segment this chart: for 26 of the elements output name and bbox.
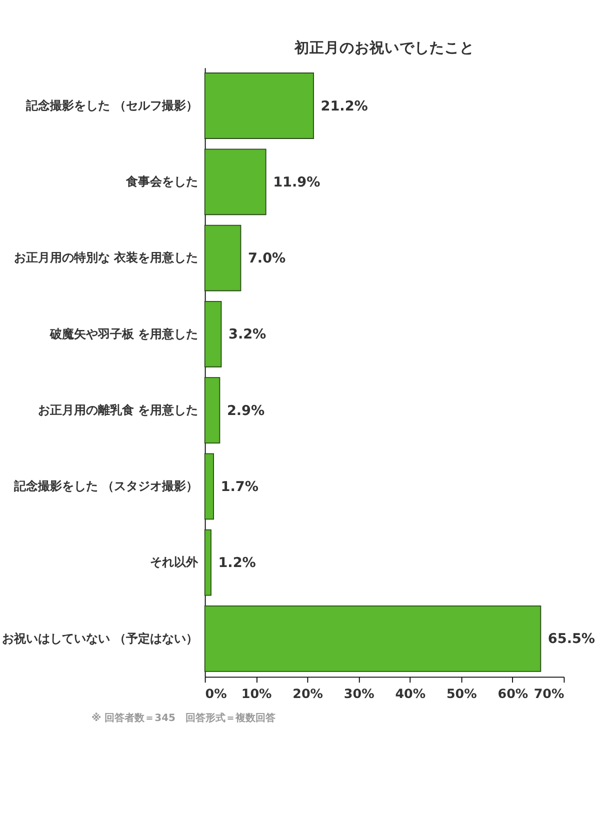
data-label: 21.2% — [320, 98, 368, 114]
y-tick-label: 食事会をした — [125, 174, 198, 189]
x-tick-label: 30% — [344, 686, 375, 702]
data-label: 65.5% — [548, 631, 596, 648]
text: ※ 回答者数＝345 回答形式＝複数回答 — [92, 712, 276, 724]
y-tick-label: お正月用の離乳食 を用意した — [38, 402, 198, 417]
data-label: 2.9% — [226, 402, 266, 419]
x-tick-label: 60% — [498, 686, 528, 702]
data-label: 1.7% — [220, 478, 259, 495]
y-tick-label: 記念撮影をした （セルフ撮影） — [24, 98, 198, 112]
data-label: 3.2% — [228, 326, 267, 343]
y-tick-label: お正月用の特別な 衣装を用意した — [14, 250, 198, 265]
y-tick-label: 破魔矢や羽子板 を用意した — [48, 326, 198, 341]
x-tick-label: 0% — [205, 686, 228, 702]
x-tick-label: 10% — [241, 686, 272, 702]
chart-title: 初正月のお祝いでしたこと — [293, 38, 474, 56]
x-tick-label: 70% — [534, 686, 564, 702]
y-tick-label: 記念撮影をした （スタジオ撮影） — [12, 479, 198, 494]
data-label: 7.0% — [248, 250, 286, 267]
y-tick-label: お祝いはしていない （予定はない） — [2, 631, 198, 646]
y-tick-label: それ以外 — [150, 555, 200, 570]
x-tick-label: 50% — [446, 686, 478, 702]
data-label: 11.9% — [273, 174, 321, 190]
x-tick-label: 20% — [292, 686, 324, 702]
x-tick-label: 40% — [395, 686, 426, 702]
data-label: 1.2% — [218, 555, 256, 572]
